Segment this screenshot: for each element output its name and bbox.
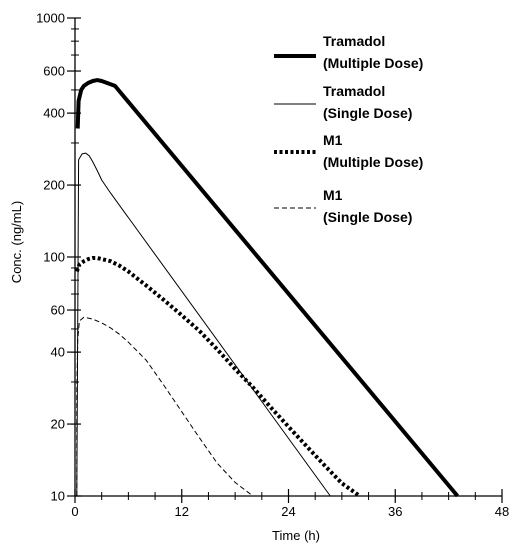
y-tick-label: 1000 bbox=[36, 11, 65, 26]
y-tick-label: 20 bbox=[51, 417, 65, 432]
y-tick-label: 40 bbox=[51, 345, 65, 360]
plot-area: 10 20 40 60 100 200 400 600 1000 0 12 24 36 48 bbox=[36, 11, 509, 520]
y-tick-label: 400 bbox=[43, 106, 65, 121]
legend: Tramadol (Multiple Dose) Tramadol (Singl… bbox=[274, 33, 423, 225]
y-tick-label: 100 bbox=[43, 250, 65, 265]
legend-label-tramadol-multiple-line2: (Multiple Dose) bbox=[323, 55, 423, 71]
legend-label-m1-multiple-line1: M1 bbox=[323, 132, 343, 148]
series-line-3 bbox=[74, 256, 361, 498]
x-tick-label: 24 bbox=[281, 504, 295, 519]
x-tick-label: 0 bbox=[71, 504, 78, 519]
y-tick-label: 10 bbox=[51, 489, 65, 504]
x-tick-label: 48 bbox=[495, 504, 509, 519]
legend-item-m1-single: M1 (Single Dose) bbox=[274, 187, 412, 225]
y-axis-title: Conc. (ng/mL) bbox=[9, 201, 24, 283]
series-line-1 bbox=[75, 78, 460, 498]
series-layer bbox=[74, 78, 460, 498]
legend-item-m1-multiple: M1 (Multiple Dose) bbox=[274, 132, 423, 170]
x-axis-title: Time (h) bbox=[272, 528, 320, 543]
y-tick-label: 600 bbox=[43, 64, 65, 79]
legend-label-m1-single-line2: (Single Dose) bbox=[323, 209, 412, 225]
legend-item-tramadol-single: Tramadol (Single Dose) bbox=[274, 83, 412, 121]
y-ticks: 10 20 40 60 100 200 400 600 1000 bbox=[36, 11, 81, 504]
legend-label-tramadol-multiple-line1: Tramadol bbox=[323, 33, 385, 49]
x-ticks: 0 12 24 36 48 bbox=[71, 489, 509, 519]
y-tick-label: 200 bbox=[43, 178, 65, 193]
x-tick-label: 12 bbox=[175, 504, 189, 519]
y-tick-label: 60 bbox=[51, 303, 65, 318]
legend-label-tramadol-single-line2: (Single Dose) bbox=[323, 105, 412, 121]
series-line-4 bbox=[76, 316, 254, 497]
legend-label-tramadol-single-line1: Tramadol bbox=[323, 83, 385, 99]
legend-label-m1-single-line1: M1 bbox=[323, 187, 343, 203]
legend-item-tramadol-multiple: Tramadol (Multiple Dose) bbox=[274, 33, 423, 71]
legend-label-m1-multiple-line2: (Multiple Dose) bbox=[323, 154, 423, 170]
series-line-2 bbox=[76, 152, 331, 497]
x-tick-label: 36 bbox=[388, 504, 402, 519]
